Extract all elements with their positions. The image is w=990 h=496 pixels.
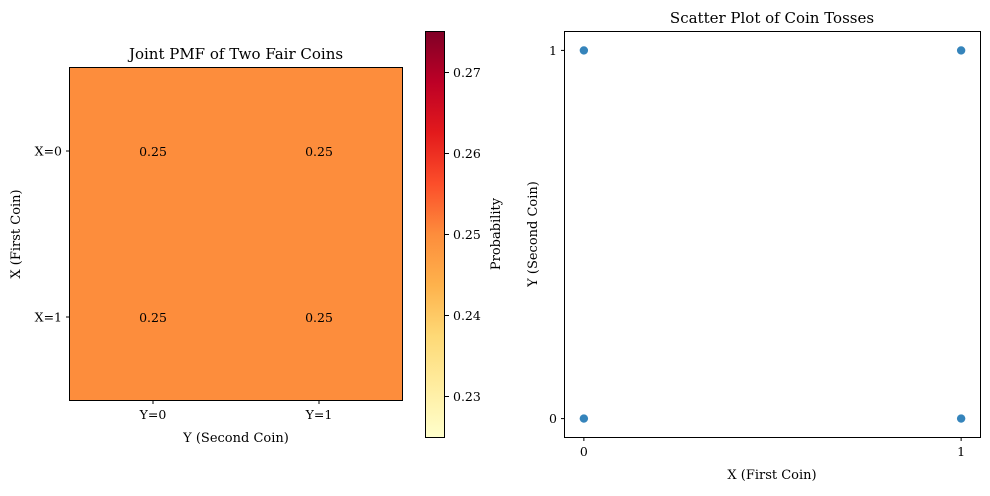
scatter-y-tick-label: 0 <box>549 411 557 426</box>
scatter-frame <box>564 31 981 438</box>
heatmap-cell <box>70 68 237 235</box>
heatmap-cell-value: 0.25 <box>139 310 167 325</box>
colorbar-gradient <box>425 31 445 438</box>
heatmap-frame <box>69 67 403 401</box>
colorbar-ticks: 0.23 0.24 0.25 0.26 0.27 <box>445 65 481 404</box>
heatmap-x-ticks: Y=0 Y=1 <box>139 400 333 422</box>
colorbar-tick-label: 0.23 <box>453 389 481 404</box>
scatter-x-tick-label: 0 <box>580 444 588 459</box>
heatmap-y-tick-label: X=0 <box>35 144 62 159</box>
heatmap-x-tick-label: Y=0 <box>139 407 167 422</box>
colorbar-tick-label: 0.25 <box>453 227 481 242</box>
scatter-y-tick-label: 1 <box>549 43 557 58</box>
heatmap-x-axis-label: Y (Second Coin) <box>182 431 289 446</box>
scatter-x-tick-label: 1 <box>957 444 965 459</box>
colorbar-label: Probability <box>489 197 504 270</box>
heatmap-cell-value: 0.25 <box>305 144 333 159</box>
scatter-point <box>579 46 589 55</box>
heatmap-cell <box>236 68 403 235</box>
heatmap-panel: Joint PMF of Two Fair Coins 0.25 0.250.25… <box>9 45 403 446</box>
heatmap-y-axis-label: X (First Coin) <box>9 189 24 278</box>
scatter-y-axis-label: Y (Second Coin) <box>526 181 541 288</box>
heatmap-cell-value: 0.25 <box>139 144 167 159</box>
heatmap-cells: 0.25 0.25 0.25 0.25 <box>70 68 403 401</box>
heatmap-title: Joint PMF of Two Fair Coins <box>127 45 343 63</box>
scatter-points <box>579 46 966 423</box>
scatter-title: Scatter Plot of Coin Tosses <box>670 9 874 27</box>
colorbar: 0.23 0.24 0.25 0.26 0.27 Probability <box>425 31 504 438</box>
scatter-point <box>579 414 589 423</box>
colorbar-tick-label: 0.24 <box>453 308 481 323</box>
scatter-point <box>956 46 966 55</box>
colorbar-tick-label: 0.26 <box>453 146 481 161</box>
heatmap-x-tick-label: Y=1 <box>305 407 333 422</box>
colorbar-tick-label: 0.27 <box>453 65 481 80</box>
heatmap-y-tick-label: X=1 <box>35 310 62 325</box>
scatter-point <box>956 414 966 423</box>
heatmap-cell-value: 0.25 <box>305 310 333 325</box>
scatter-x-axis-label: X (First Coin) <box>727 468 816 483</box>
heatmap-cell <box>236 234 403 401</box>
heatmap-y-ticks: X=0 X=1 <box>35 144 70 325</box>
heatmap-cell <box>70 234 237 401</box>
scatter-y-ticks: 01 <box>549 43 565 426</box>
